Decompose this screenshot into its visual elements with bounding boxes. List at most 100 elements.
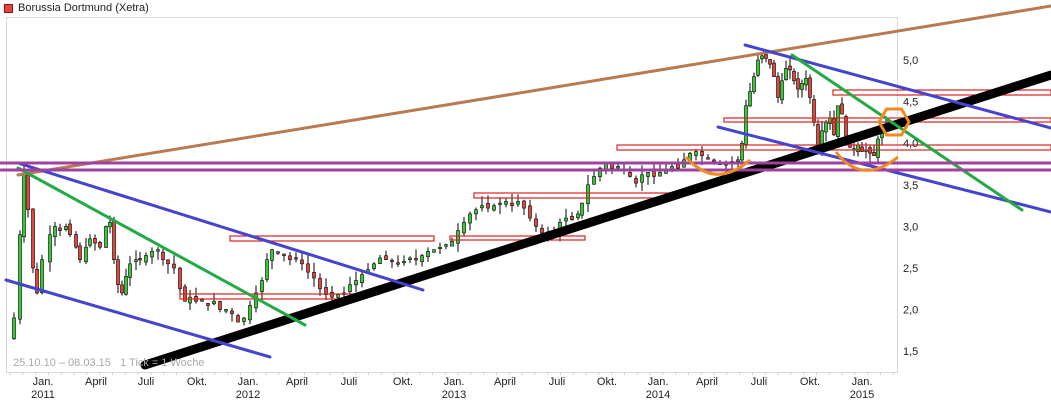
candle bbox=[706, 154, 710, 160]
x-tick-label: April bbox=[286, 376, 308, 388]
candle bbox=[282, 253, 286, 262]
candle bbox=[194, 287, 198, 304]
candle bbox=[756, 53, 760, 78]
candle bbox=[112, 216, 116, 265]
candle bbox=[178, 266, 182, 297]
candle bbox=[840, 97, 844, 115]
downtrend-2011-green bbox=[16, 166, 307, 327]
candle bbox=[138, 252, 142, 266]
resistance-zone bbox=[832, 89, 1051, 96]
x-tick-label: Jan. bbox=[444, 376, 465, 388]
plot-frame bbox=[6, 17, 898, 373]
breakout-hexagon bbox=[877, 107, 911, 137]
pattern-cups-layer bbox=[684, 107, 911, 176]
x-tick-year: 2011 bbox=[31, 389, 55, 401]
candle bbox=[420, 253, 424, 267]
candle bbox=[144, 252, 148, 266]
candle bbox=[390, 258, 394, 268]
candle bbox=[682, 152, 686, 168]
candle bbox=[306, 254, 310, 279]
downtrend-2014-green bbox=[790, 53, 1024, 212]
x-tick-label: Okt. bbox=[597, 376, 617, 388]
candle bbox=[868, 144, 872, 162]
candle bbox=[265, 253, 269, 283]
candle bbox=[396, 255, 400, 267]
candle bbox=[492, 203, 496, 212]
candle bbox=[576, 210, 580, 221]
candle bbox=[68, 219, 72, 238]
candle bbox=[134, 250, 138, 271]
candle bbox=[74, 231, 78, 249]
x-tick-label: Juli bbox=[341, 376, 358, 388]
candle bbox=[828, 111, 832, 131]
candle bbox=[408, 256, 412, 264]
resistance-zone bbox=[179, 293, 363, 300]
candle bbox=[64, 223, 68, 232]
candle bbox=[426, 247, 430, 262]
candle bbox=[744, 99, 748, 149]
candle bbox=[462, 216, 466, 236]
candle bbox=[474, 207, 478, 221]
candle bbox=[98, 240, 102, 250]
candle bbox=[570, 211, 574, 221]
x-tick-label: Juli bbox=[138, 376, 155, 388]
candle bbox=[26, 172, 30, 218]
y-axis: 1,5 2,0 2,5 3,0 3,5 4,0 4,5 5,0 bbox=[903, 55, 918, 358]
x-tick-year: 2012 bbox=[236, 389, 260, 401]
candle bbox=[528, 199, 532, 222]
candle bbox=[832, 110, 836, 136]
x-tick-label: April bbox=[85, 376, 107, 388]
candle bbox=[324, 278, 328, 301]
y-tick-label: 3,5 bbox=[903, 180, 918, 192]
candle bbox=[312, 262, 316, 287]
x-tick-label: Juli bbox=[549, 376, 566, 388]
candle bbox=[31, 208, 35, 273]
candle bbox=[260, 277, 264, 302]
candle bbox=[468, 211, 472, 231]
candle bbox=[124, 268, 128, 296]
candle bbox=[48, 225, 52, 272]
candle bbox=[498, 197, 502, 215]
candle bbox=[522, 199, 526, 216]
left-shoulder-cup bbox=[684, 156, 751, 176]
candle bbox=[402, 255, 406, 266]
trendlines-layer bbox=[0, 4, 1051, 370]
candle bbox=[58, 223, 62, 237]
channel-top-2011-blue bbox=[16, 161, 425, 292]
candle bbox=[784, 60, 788, 81]
candle bbox=[224, 308, 228, 314]
y-tick-label: 5,0 bbox=[903, 55, 918, 67]
candle bbox=[764, 53, 768, 63]
long-term-uptrend-black bbox=[140, 70, 1051, 370]
y-tick-label: 4,5 bbox=[903, 97, 918, 109]
candle bbox=[796, 71, 800, 98]
x-tick-label: Okt. bbox=[800, 376, 820, 388]
candle bbox=[516, 194, 520, 207]
candle bbox=[88, 234, 92, 248]
legend-label: Borussia Dortmund (Xetra) bbox=[18, 2, 149, 14]
candle bbox=[294, 252, 298, 263]
candle bbox=[480, 196, 484, 212]
candle bbox=[78, 242, 82, 264]
x-tick-year: 2015 bbox=[850, 389, 874, 401]
candle bbox=[456, 223, 460, 252]
candle bbox=[634, 175, 638, 188]
candle bbox=[218, 300, 222, 313]
x-tick-label: Jan. bbox=[33, 376, 54, 388]
candle bbox=[694, 148, 698, 161]
candle bbox=[53, 221, 57, 247]
x-tick-label: April bbox=[494, 376, 516, 388]
candle bbox=[384, 250, 388, 261]
candle bbox=[288, 252, 292, 266]
candle bbox=[652, 161, 656, 184]
candle bbox=[824, 119, 828, 142]
resistance-zone bbox=[473, 192, 677, 199]
candle bbox=[276, 251, 280, 255]
candle bbox=[18, 230, 22, 325]
candle bbox=[432, 249, 436, 253]
candle bbox=[768, 59, 772, 69]
candle bbox=[628, 166, 632, 178]
x-tick-label: Okt. bbox=[187, 376, 207, 388]
candle bbox=[534, 213, 538, 233]
candle bbox=[12, 312, 16, 340]
